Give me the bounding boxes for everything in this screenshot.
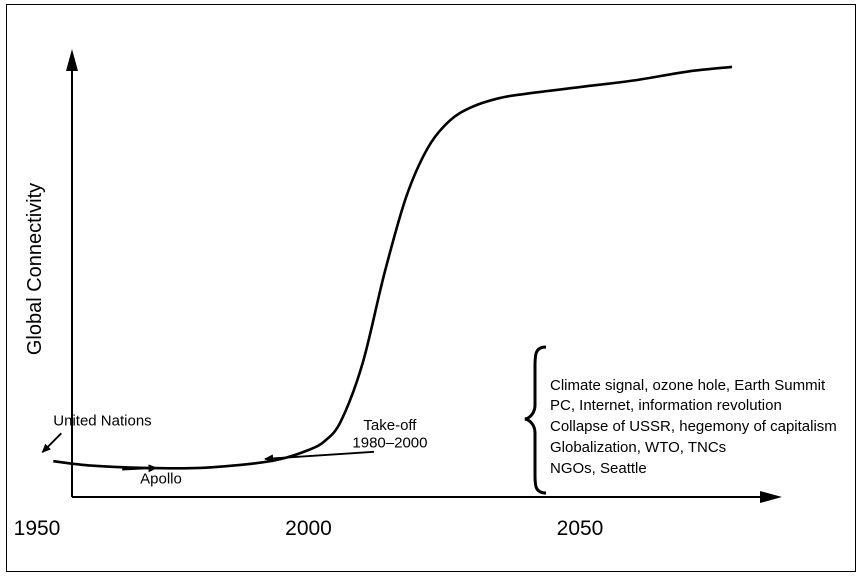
cause-item: Globalization, WTO, TNCs [550,439,726,456]
cause-item: PC, Internet, information revolution [550,397,782,414]
annotation-arrow-take-off [264,450,375,463]
causes-list: Climate signal, ozone hole, Earth Summit… [550,377,837,477]
y-axis-arrowhead [66,49,78,71]
x-axis-arrowhead [760,491,782,503]
annotation-take-off-years: 1980–2000 [352,435,427,452]
chart-svg: Global Connectivity 1950 2000 2050 United … [14,49,837,540]
x-tick-label: 1950 [14,517,61,540]
annotation-apollo: Apollo [140,471,182,488]
annotation-united-nations: United Nations [53,412,151,429]
connectivity-curve [53,65,733,470]
cause-item: Climate signal, ozone hole, Earth Summit [550,377,826,394]
x-tick-label: 2000 [285,517,332,540]
y-axis-label: Global Connectivity [24,183,46,355]
x-tick-label: 2050 [557,517,604,540]
chart-frame: Global Connectivity 1950 2000 2050 United … [6,4,856,572]
annotation-take-off: Take-off [363,417,417,434]
annotation-arrow-apollo [122,464,158,473]
causes-brace [524,345,547,495]
annotation-arrow-united-nations [41,432,62,453]
cause-item: NGOs, Seattle [550,460,647,477]
cause-item: Collapse of USSR, hegemony of capitalism [550,418,837,435]
x-tick-labels: 1950 2000 2050 [14,517,604,540]
